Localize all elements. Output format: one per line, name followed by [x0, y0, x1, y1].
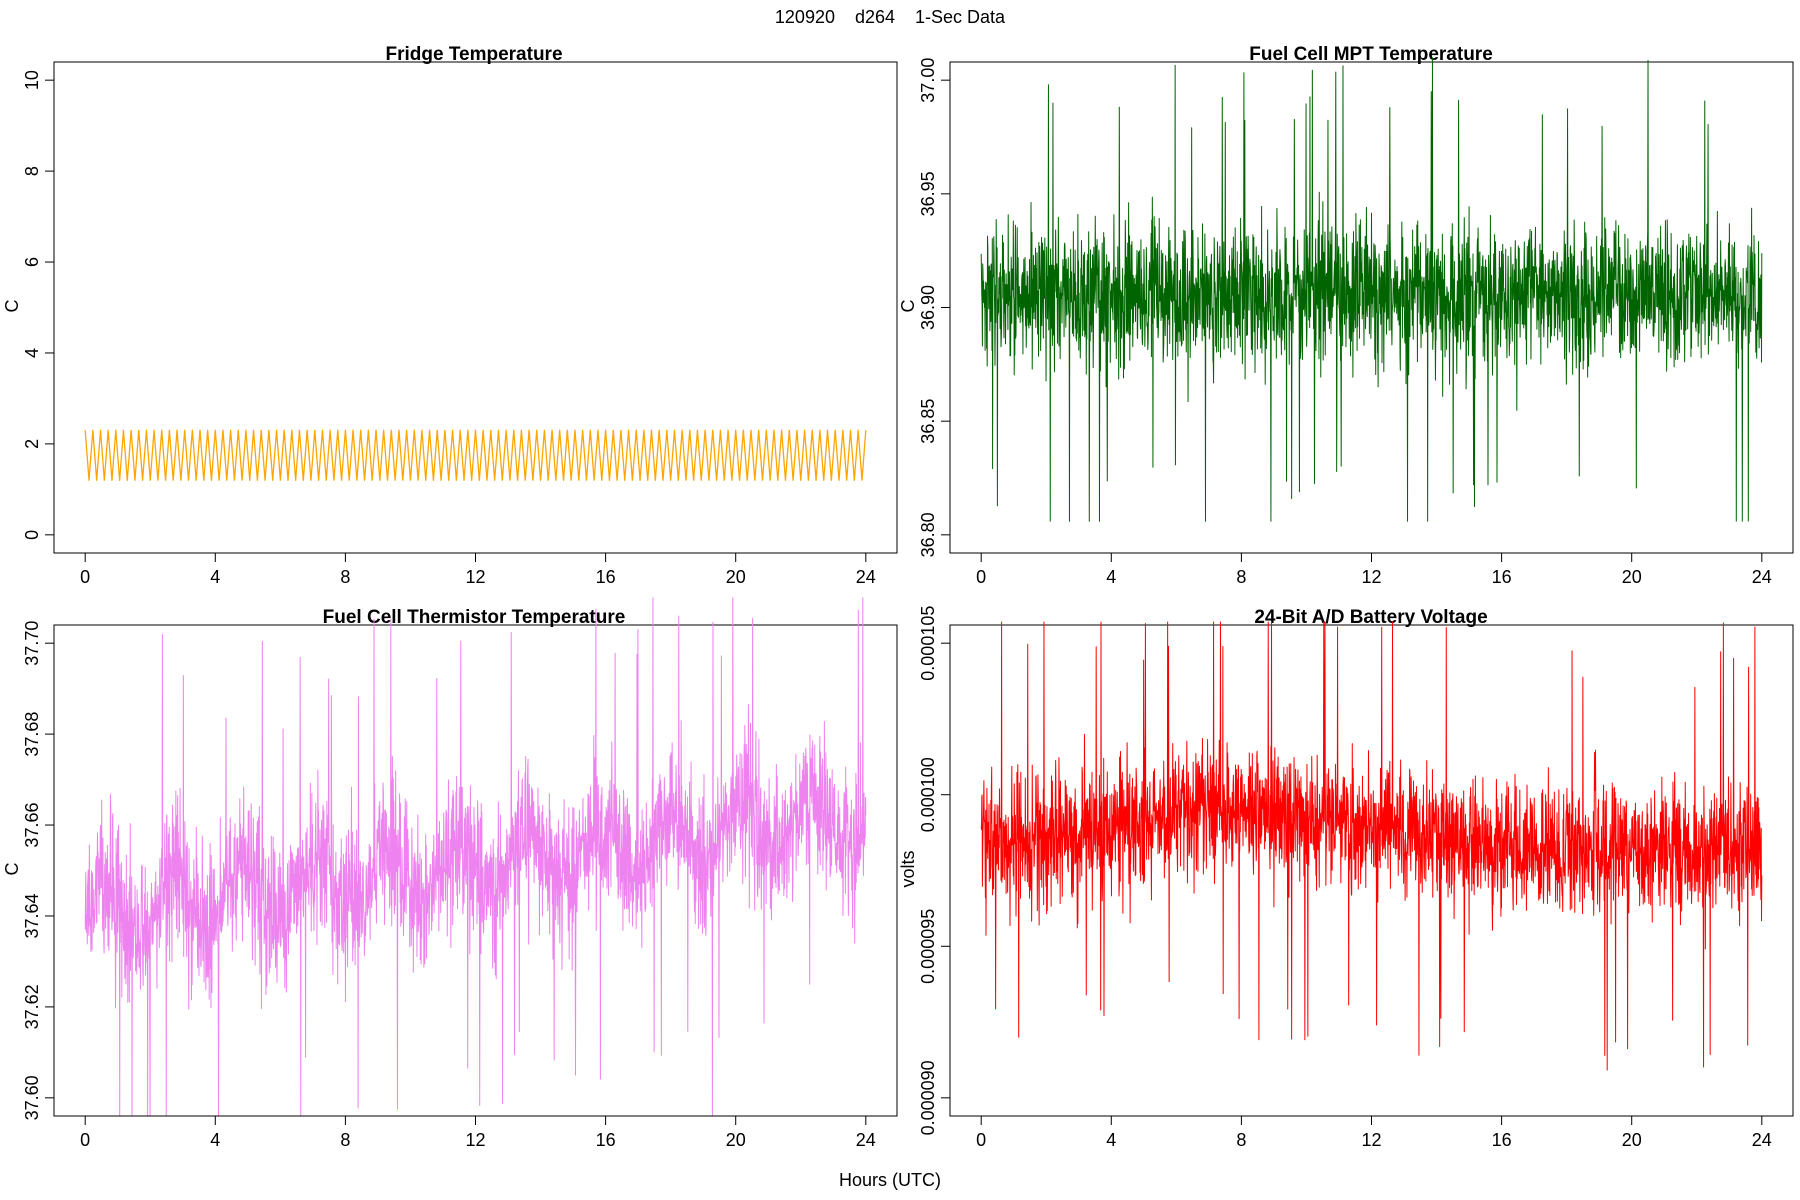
x-tick-label: 16 [596, 567, 616, 587]
panel-fuel-cell-mpt-temperature: Fuel Cell MPT Temperature C 0 4 8 12 16 20 24 3… [898, 44, 1794, 587]
x-tick-label: 8 [1236, 567, 1246, 587]
x-tick-label: 20 [1622, 567, 1642, 587]
x-tick-label: 24 [856, 567, 876, 587]
x-axis-label: Hours (UTC) [839, 1170, 941, 1190]
x-tick-label: 4 [210, 1130, 220, 1150]
series-line [980, 57, 1763, 522]
x-tick-label: 0 [976, 567, 986, 587]
y-tick-label: 2 [22, 439, 42, 449]
y-tick-label: 37.68 [22, 712, 42, 757]
y-tick-label: 37.64 [22, 893, 42, 938]
panel-title: Fuel Cell MPT Temperature [1249, 44, 1493, 65]
panel-title: 24-Bit A/D Battery Voltage [1254, 607, 1487, 628]
y-tick-label: 37.62 [22, 984, 42, 1029]
y-tick-label: 36.85 [918, 399, 938, 444]
x-tick-label: 12 [465, 1130, 485, 1150]
x-tick-label: 4 [210, 567, 220, 587]
y-tick-label: 0.000100 [918, 757, 938, 832]
x-tick-label: 4 [1106, 1130, 1116, 1150]
x-tick-label: 0 [80, 1130, 90, 1150]
y-tick-label: 0.000095 [918, 909, 938, 984]
x-tick-label: 16 [1492, 567, 1512, 587]
panel-fuel-cell-thermistor-temperature: Fuel Cell Thermistor Temperature C 0 4 8 12… [2, 597, 898, 1150]
series-line [84, 429, 867, 481]
y-tick-label: 37.66 [22, 803, 42, 848]
x-tick-label: 24 [1752, 567, 1772, 587]
x-tick-label: 20 [726, 1130, 746, 1150]
x-tick-label: 20 [1622, 1130, 1642, 1150]
series-line [84, 597, 867, 1117]
y-tick-label: 8 [22, 166, 42, 176]
y-tick-label: 0.000105 [918, 606, 938, 681]
x-tick-label: 24 [856, 1130, 876, 1150]
x-tick-label: 8 [340, 1130, 350, 1150]
x-tick-label: 12 [1361, 567, 1381, 587]
y-tick-label: 10 [22, 70, 42, 90]
y-tick-label: 6 [22, 257, 42, 267]
x-tick-label: 0 [976, 1130, 986, 1150]
x-tick-label: 20 [726, 567, 746, 587]
figure-title: 120920 d264 1-Sec Data [775, 7, 1006, 27]
panel-battery-voltage: 24-Bit A/D Battery Voltage volts 0 4 8 12 16… [898, 606, 1794, 1150]
y-tick-label: 37.60 [22, 1075, 42, 1120]
y-tick-label: 0 [22, 530, 42, 540]
x-tick-label: 8 [1236, 1130, 1246, 1150]
y-tick-label: 36.80 [918, 512, 938, 557]
y-tick-label: 37.70 [22, 621, 42, 666]
x-tick-label: 12 [465, 567, 485, 587]
y-axis-label: C [2, 300, 22, 313]
x-tick-label: 16 [596, 1130, 616, 1150]
x-tick-label: 24 [1752, 1130, 1772, 1150]
y-axis-label: volts [898, 850, 918, 887]
y-tick-label: 0.000090 [918, 1060, 938, 1135]
x-tick-label: 8 [340, 567, 350, 587]
y-tick-label: 37.00 [918, 58, 938, 103]
y-tick-label: 36.95 [918, 171, 938, 216]
x-tick-label: 16 [1492, 1130, 1512, 1150]
y-tick-label: 4 [22, 348, 42, 358]
y-axis-label: C [2, 863, 22, 876]
panel-title: Fridge Temperature [385, 44, 562, 65]
x-tick-label: 12 [1361, 1130, 1381, 1150]
y-axis-label: C [898, 300, 918, 313]
x-tick-label: 4 [1106, 567, 1116, 587]
series-line [980, 621, 1763, 1071]
y-tick-label: 36.90 [918, 285, 938, 330]
panel-title: Fuel Cell Thermistor Temperature [323, 607, 626, 628]
x-tick-label: 0 [80, 567, 90, 587]
